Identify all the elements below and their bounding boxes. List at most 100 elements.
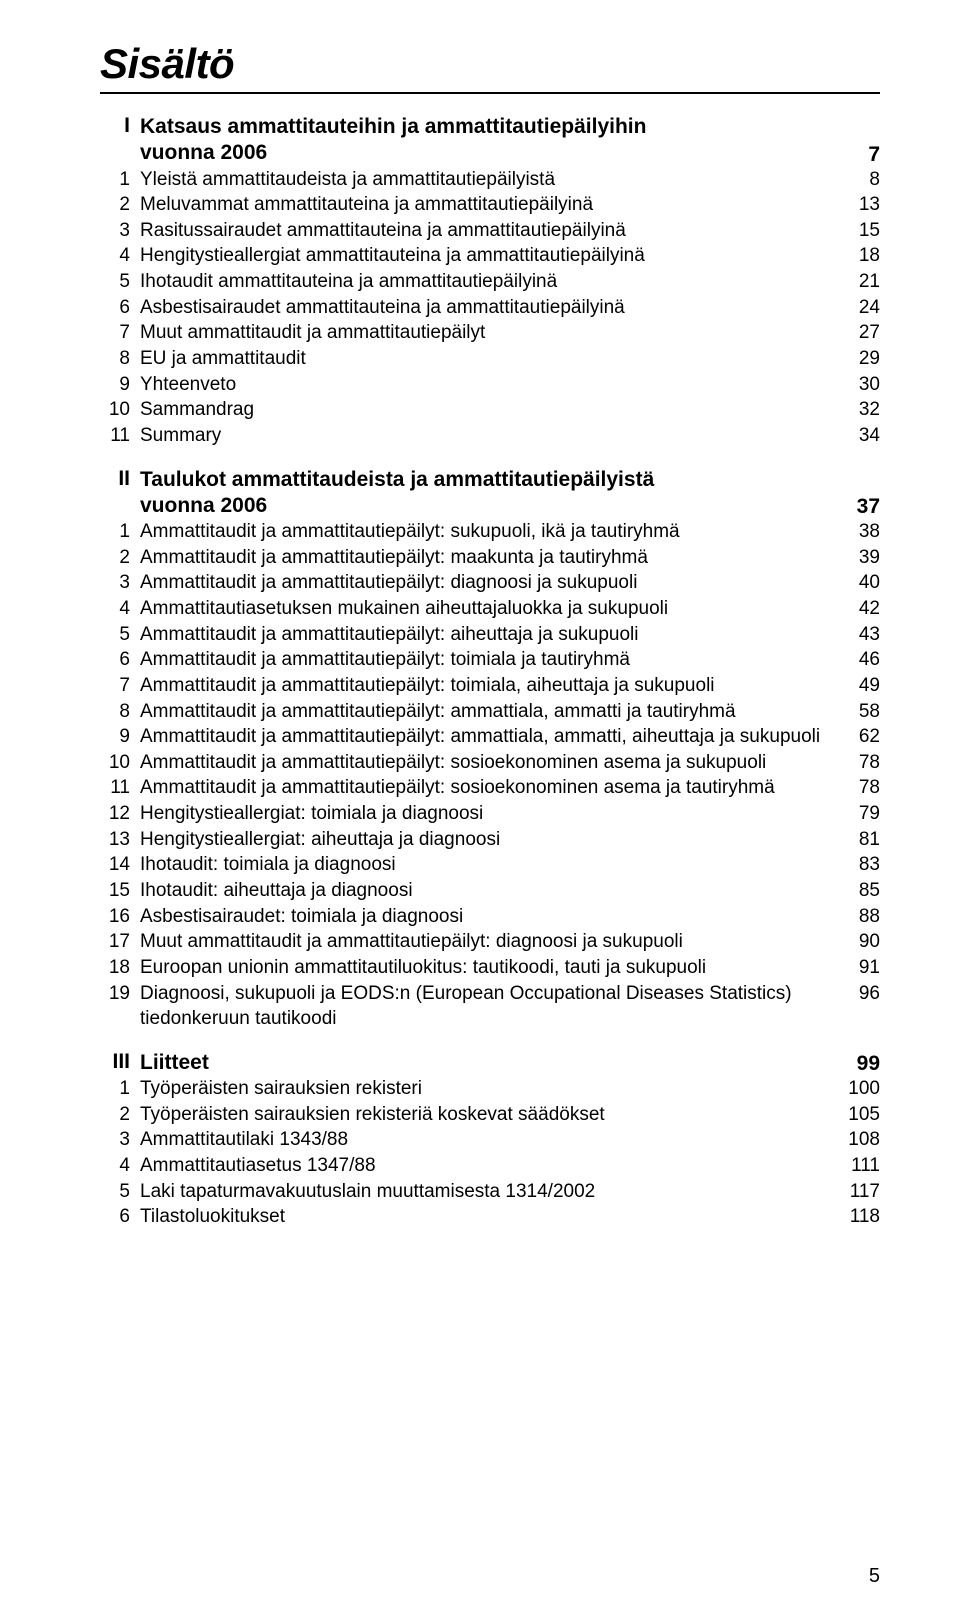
toc-item-number: 5 bbox=[100, 622, 130, 648]
toc-item-page: 100 bbox=[848, 1076, 880, 1102]
toc-item-page: 30 bbox=[859, 372, 880, 398]
toc-item-text: Ammattitautiasetus 1347/88 bbox=[140, 1153, 829, 1179]
toc-row: 7Muut ammattitaudit ja ammattitautiepäil… bbox=[100, 320, 880, 346]
toc-row: 6 Asbestisairaudet ammattitauteina ja amm… bbox=[100, 295, 880, 321]
toc-item-number: 11 bbox=[100, 775, 130, 801]
toc-row: 4 Ammattitautiasetus 1347/88 111 bbox=[100, 1153, 880, 1179]
toc-item-page: 49 bbox=[859, 673, 880, 699]
toc-item-text: Tilastoluokitukset bbox=[140, 1204, 828, 1230]
toc-item-text: Ammattitaudit ja ammattitautiepäilyt: am… bbox=[140, 724, 837, 750]
toc-item-page: 118 bbox=[850, 1204, 880, 1230]
toc-row: 3Ammattitaudit ja ammattitautiepäilyt: d… bbox=[100, 570, 880, 596]
section-title: Katsaus ammattitauteihin ja ammattitauti… bbox=[140, 114, 846, 167]
toc-item-text: Summary bbox=[140, 423, 837, 449]
toc-row: 10 Sammandrag 32 bbox=[100, 397, 880, 423]
title-rule bbox=[100, 92, 880, 94]
toc-container: I Katsaus ammattitauteihin ja ammattitaut… bbox=[100, 114, 880, 1230]
page-container: Sisältö IKatsaus ammattitauteihin ja amm… bbox=[0, 0, 960, 1608]
section-title-line: vuonna 2006 bbox=[140, 141, 267, 164]
toc-row: 1Yleistä ammattitaudeista ja ammattitaut… bbox=[100, 167, 880, 193]
toc-item-text: Ammattitaudit ja ammattitautiepäilyt: su… bbox=[140, 519, 837, 545]
toc-item-text: Meluvammat ammattitauteina ja ammattitau… bbox=[140, 192, 837, 218]
section-number: II bbox=[100, 467, 130, 491]
section-heading: I Katsaus ammattitauteihin ja ammattitaut… bbox=[100, 114, 880, 167]
toc-item-number: 4 bbox=[100, 596, 130, 622]
toc-item-text: Laki tapaturmavakuutuslain muuttamisesta… bbox=[140, 1179, 828, 1205]
toc-row: 13 Hengitystieallergiat: aiheuttaja ja di… bbox=[100, 827, 880, 853]
toc-item-number: 6 bbox=[100, 647, 130, 673]
toc-row: 5 Ihotaudit ammattitauteina ja ammattitau… bbox=[100, 269, 880, 295]
toc-row: 6Ammattitaudit ja ammattitautiepäilyt: t… bbox=[100, 647, 880, 673]
toc-row: 6Tilastoluokitukset118 bbox=[100, 1204, 880, 1230]
toc-item-text: Rasitussairaudet ammattitauteina ja amma… bbox=[140, 218, 837, 244]
toc-row: 15Ihotaudit: aiheuttaja ja diagnoosi85 bbox=[100, 878, 880, 904]
toc-item-text: Hengitystieallergiat ammattitauteina ja … bbox=[140, 243, 837, 269]
toc-item-text: Työperäisten sairauksien rekisteriä kosk… bbox=[140, 1102, 826, 1128]
toc-item-text: Ihotaudit ammattitauteina ja ammattitaut… bbox=[140, 269, 837, 295]
toc-item-number: 16 bbox=[100, 904, 130, 930]
toc-item-page: 15 bbox=[859, 218, 880, 244]
toc-item-text: Sammandrag bbox=[140, 397, 837, 423]
toc-item-text: Hengitystieallergiat: aiheuttaja ja diag… bbox=[140, 827, 837, 853]
toc-item-number: 4 bbox=[100, 1153, 130, 1179]
toc-item-number: 10 bbox=[100, 397, 130, 423]
toc-item-page: 39 bbox=[859, 545, 880, 571]
toc-row: 10Ammattitaudit ja ammattitautiepäilyt: … bbox=[100, 750, 880, 776]
toc-item-page: 24 bbox=[859, 295, 880, 321]
toc-item-page: 108 bbox=[848, 1127, 880, 1153]
section-title: Liitteet bbox=[140, 1050, 835, 1076]
toc-row: 11 Ammattitaudit ja ammattitautiepäilyt: … bbox=[100, 775, 880, 801]
toc-item-text: Ammattitaudit ja ammattitautiepäilyt: to… bbox=[140, 673, 837, 699]
toc-row: 1Ammattitaudit ja ammattitautiepäilyt: s… bbox=[100, 519, 880, 545]
toc-item-text: Muut ammattitaudit ja ammattitautiepäily… bbox=[140, 320, 837, 346]
toc-item-number: 8 bbox=[100, 699, 130, 725]
toc-item-number: 4 bbox=[100, 243, 130, 269]
toc-item-text: Muut ammattitaudit ja ammattitautiepäily… bbox=[140, 929, 837, 955]
toc-item-text: Ammattitaudit ja ammattitautiepäilyt: ai… bbox=[140, 622, 837, 648]
toc-item-number: 12 bbox=[100, 801, 130, 827]
toc-item-number: 18 bbox=[100, 955, 130, 981]
section-title: Taulukot ammattitaudeista ja ammattitaut… bbox=[140, 467, 835, 520]
toc-item-page: 78 bbox=[859, 775, 880, 801]
section-heading: IIILiitteet99 bbox=[100, 1050, 880, 1076]
toc-item-page: 42 bbox=[859, 596, 880, 622]
toc-item-number: 8 bbox=[100, 346, 130, 372]
toc-item-number: 9 bbox=[100, 372, 130, 398]
toc-item-number: 9 bbox=[100, 724, 130, 750]
toc-item-page: 43 bbox=[859, 622, 880, 648]
toc-item-text: Ammattitaudit ja ammattitautiepäilyt: so… bbox=[140, 775, 837, 801]
toc-item-number: 5 bbox=[100, 1179, 130, 1205]
toc-item-text: Asbestisairaudet ammattitauteina ja amma… bbox=[140, 295, 837, 321]
toc-item-number: 3 bbox=[100, 218, 130, 244]
toc-row: 4 Hengitystieallergiat ammattitauteina ja… bbox=[100, 243, 880, 269]
toc-row: 12Hengitystieallergiat: toimiala ja diag… bbox=[100, 801, 880, 827]
toc-item-number: 14 bbox=[100, 852, 130, 878]
toc-item-page: 32 bbox=[859, 397, 880, 423]
toc-item-number: 5 bbox=[100, 269, 130, 295]
toc-item-page: 40 bbox=[859, 570, 880, 596]
toc-row: 14Ihotaudit: toimiala ja diagnoosi83 bbox=[100, 852, 880, 878]
toc-row: 3 Rasitussairaudet ammattitauteina ja amm… bbox=[100, 218, 880, 244]
toc-item-page: 34 bbox=[859, 423, 880, 449]
toc-item-page: 88 bbox=[859, 904, 880, 930]
toc-item-page: 38 bbox=[859, 519, 880, 545]
toc-item-page: 111 bbox=[851, 1153, 880, 1179]
toc-item-page: 46 bbox=[859, 647, 880, 673]
toc-item-page: 96 bbox=[859, 981, 880, 1007]
section-page: 99 bbox=[857, 1052, 880, 1076]
toc-item-text: Ammattitaudit ja ammattitautiepäilyt: di… bbox=[140, 570, 837, 596]
section-title-line: Katsaus ammattitauteihin ja ammattitauti… bbox=[140, 115, 646, 138]
toc-item-page: 81 bbox=[859, 827, 880, 853]
section-number: I bbox=[100, 114, 130, 138]
toc-row: 8EU ja ammattitaudit29 bbox=[100, 346, 880, 372]
page-number: 5 bbox=[869, 1565, 880, 1588]
toc-row: 3Ammattitautilaki 1343/88108 bbox=[100, 1127, 880, 1153]
toc-item-number: 6 bbox=[100, 295, 130, 321]
section-page: 37 bbox=[857, 495, 880, 519]
toc-item-page: 8 bbox=[869, 167, 880, 193]
toc-item-page: 105 bbox=[848, 1102, 880, 1128]
toc-item-page: 27 bbox=[859, 320, 880, 346]
toc-item-number: 13 bbox=[100, 827, 130, 853]
toc-item-page: 29 bbox=[859, 346, 880, 372]
section-title-line: Liitteet bbox=[140, 1051, 209, 1074]
